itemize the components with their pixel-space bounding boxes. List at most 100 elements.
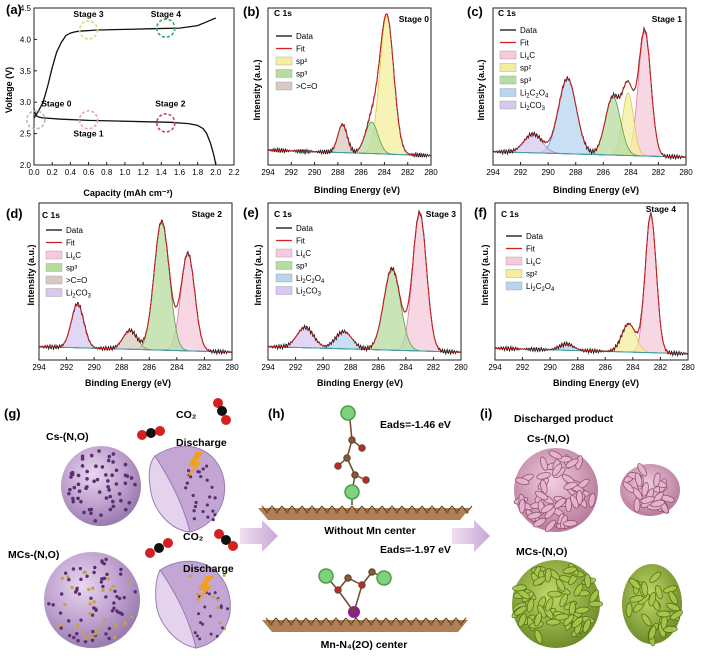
pore-dot: [106, 484, 110, 489]
pore-dot: [104, 632, 108, 636]
panel-letter: (d): [6, 206, 23, 221]
pore-dot: [101, 588, 105, 592]
lattice-atom: [279, 622, 283, 626]
pore-dot: [66, 575, 70, 579]
pore-dot: [47, 602, 51, 606]
pore-dot: [67, 491, 71, 496]
lattice-atom: [355, 510, 359, 514]
pore-dot: [106, 458, 111, 463]
pore-dot: [188, 475, 193, 479]
pore-dot: [75, 623, 80, 628]
lattice-atom: [419, 622, 423, 626]
x-tick-label: 282: [401, 168, 415, 177]
co2-molecule-icon: [145, 538, 173, 558]
pore-dot: [102, 617, 107, 621]
legend-swatch-fill: [45, 275, 63, 285]
pore-dot: [111, 460, 115, 464]
legend-swatch-fill: [45, 288, 63, 297]
pore-dot: [109, 587, 113, 592]
lattice-atom: [299, 622, 303, 626]
panel-i-discharged-product: (i) Discharged product Cs-(N,O) MCs-(N,O…: [480, 406, 683, 648]
pore-dot: [114, 468, 119, 473]
petal-shape: [570, 494, 579, 509]
spectrum-label: C 1s: [274, 209, 292, 219]
petal-shape: [539, 456, 548, 471]
legend-swatch-fill: [499, 100, 517, 110]
x-axis-title: Binding Energy (eV): [85, 378, 171, 388]
pore-dot: [85, 469, 89, 474]
petal-shape: [588, 492, 596, 508]
legend-swatch-fill: [275, 273, 293, 283]
x-axis-title: Capacity (mAh cm⁻²): [83, 188, 172, 198]
legend-label: sp³: [66, 264, 77, 273]
lattice-atom: [269, 622, 273, 626]
petal-shape: [649, 571, 662, 583]
fit-curve: [39, 220, 232, 353]
legend-label: sp³: [296, 262, 307, 271]
x-axis-title: Binding Energy (eV): [553, 378, 639, 388]
pore-dot: [130, 615, 134, 619]
pore-dot: [76, 473, 81, 478]
lattice-atom: [285, 510, 289, 514]
legend-label: LixC: [66, 251, 81, 262]
pore-dot: [117, 596, 122, 601]
pore-dot: [108, 494, 113, 499]
lattice-atom: [409, 622, 413, 626]
stage-marker-label: Stage 0: [41, 99, 72, 109]
pore-dot: [72, 485, 77, 490]
pore-dot: [126, 579, 131, 583]
petal-shape: [554, 613, 570, 621]
x-tick-label: 286: [372, 363, 386, 372]
petal-shape: [655, 585, 663, 600]
legend-label: Data: [526, 232, 543, 241]
legend-swatch-fill: [505, 269, 523, 278]
pore-dot: [89, 453, 94, 458]
pore-dot: [88, 611, 92, 616]
lattice-atom: [349, 622, 353, 626]
fit-curve: [268, 211, 461, 353]
pore-dot: [72, 635, 76, 640]
cs-half-flower-particle-image: [620, 463, 680, 516]
pore-dot: [83, 636, 87, 641]
lattice-atom: [445, 510, 449, 514]
legend-label: Li2C2O4: [520, 89, 549, 100]
lattice-atom: [295, 510, 299, 514]
petal-shape: [576, 490, 583, 505]
pore-dot: [123, 462, 128, 467]
legend-swatch-fill: [275, 248, 293, 258]
petal-shape: [562, 566, 578, 574]
stage-marker-label: Stage 3: [73, 9, 104, 19]
x-tick-label: 2.0: [210, 168, 222, 177]
y-axis-title: Intensity (a.u.): [253, 244, 263, 305]
x-tick-label: 280: [681, 363, 695, 372]
cs-half-shell-illustration: [148, 445, 226, 533]
legend-label: LixC: [296, 249, 311, 260]
pore-dot: [210, 485, 214, 489]
pore-dot: [100, 577, 105, 581]
petal-shape: [527, 511, 542, 520]
pore-dot: [117, 492, 122, 496]
pore-dot: [196, 592, 200, 596]
spectrum-label: C 1s: [274, 8, 292, 18]
legend-swatch-fill: [499, 88, 517, 97]
pore-dot: [199, 621, 203, 625]
co2-label: CO₂: [183, 531, 204, 543]
pore-dot: [112, 635, 117, 640]
legend-label: sp³: [296, 70, 307, 79]
petal-shape: [650, 499, 665, 508]
lattice-atom: [399, 622, 403, 626]
x-tick-label: 288: [331, 168, 345, 177]
legend-label: LixC: [520, 51, 535, 62]
pore-dot: [123, 621, 127, 626]
x-tick-label: 294: [32, 363, 46, 372]
pore-dot: [76, 639, 80, 643]
petal-shape: [553, 497, 567, 509]
y-axis-title: Intensity (a.u.): [476, 59, 486, 120]
pore-dot: [92, 600, 96, 604]
pore-dot: [208, 614, 212, 618]
pore-dot: [120, 612, 124, 616]
pore-dot: [51, 603, 55, 607]
pore-dot: [111, 499, 115, 504]
petal-shape: [582, 618, 592, 633]
x-tick-label: 294: [261, 168, 275, 177]
